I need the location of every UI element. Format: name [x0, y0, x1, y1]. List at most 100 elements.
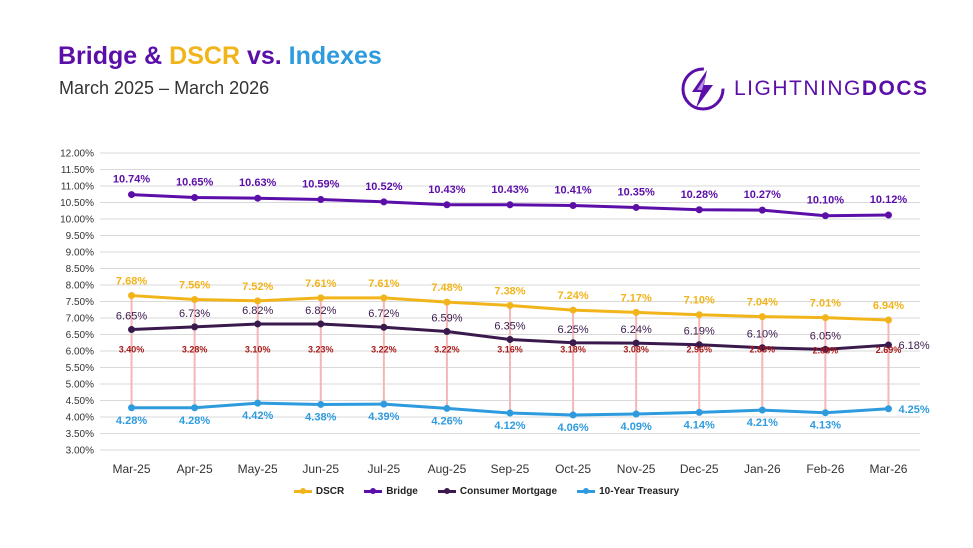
- y-tick-label: 11.00%: [61, 182, 94, 193]
- legend-swatch: [437, 488, 456, 494]
- consumer-point: [884, 341, 892, 349]
- dscr-point: [569, 306, 577, 314]
- logo-text-light: LIGHTNING: [734, 77, 862, 100]
- treasury-data-label: 4.12%: [494, 420, 525, 432]
- bridge-data-label: 10.43%: [491, 184, 529, 196]
- consumer-point: [128, 326, 136, 334]
- treasury-data-label: 4.25%: [898, 404, 929, 416]
- y-tick-label: 12.00%: [60, 149, 94, 160]
- treasury-point: [380, 400, 388, 408]
- y-tick-label: 7.50%: [66, 297, 94, 308]
- legend-swatch: [577, 488, 596, 494]
- bridge-data-label: 10.12%: [870, 194, 908, 206]
- logo-text-bold: DOCS: [861, 77, 929, 100]
- dscr-data-label: 7.04%: [747, 297, 778, 309]
- consumer-data-label: 6.19%: [684, 326, 715, 338]
- consumer-data-label: 6.72%: [368, 308, 399, 320]
- treasury-point: [758, 406, 766, 414]
- consumer-point: [569, 339, 577, 347]
- consumer-point: [380, 323, 388, 331]
- y-tick-label: 3.50%: [66, 429, 94, 440]
- legend-item-consumer: Consumer Mortgage: [437, 486, 558, 497]
- treasury-point: [821, 409, 829, 417]
- dscr-data-label: 6.94%: [873, 300, 904, 312]
- chart-subtitle: March 2025 – March 2026: [59, 78, 270, 98]
- y-tick-label: 9.00%: [66, 248, 94, 259]
- x-tick-label: Aug-25: [428, 462, 467, 476]
- spread-label: 3.23%: [308, 345, 334, 355]
- consumer-data-label: 6.73%: [179, 308, 210, 320]
- chart-title: Bridge & DSCR vs. Indexes: [58, 42, 382, 71]
- title-ampersand: &: [144, 42, 163, 70]
- consumer-data-label: 6.65%: [116, 311, 147, 323]
- bridge-point: [128, 191, 136, 199]
- treasury-data-label: 4.42%: [242, 410, 273, 422]
- bridge-data-label: 10.63%: [239, 177, 277, 189]
- treasury-data-label: 4.13%: [810, 420, 841, 432]
- bridge-point: [380, 198, 388, 206]
- dscr-point: [632, 308, 640, 316]
- dscr-point: [191, 296, 199, 304]
- consumer-point: [695, 341, 703, 349]
- treasury-point: [632, 410, 640, 418]
- dscr-point: [758, 313, 766, 321]
- y-tick-label: 11.50%: [61, 165, 94, 176]
- consumer-data-label: 6.18%: [898, 340, 929, 352]
- title-dscr: DSCR: [169, 42, 240, 70]
- treasury-data-label: 4.28%: [116, 415, 147, 427]
- legend-item-treasury: 10-Year Treasury: [577, 486, 679, 497]
- legend-label: Bridge: [386, 486, 418, 497]
- spread-label: 3.16%: [497, 345, 523, 355]
- dscr-data-label: 7.61%: [305, 278, 336, 290]
- spread-label: 3.40%: [119, 345, 145, 355]
- y-tick-label: 4.50%: [66, 396, 94, 407]
- y-tick-label: 9.50%: [66, 231, 94, 242]
- bridge-data-label: 10.35%: [617, 186, 655, 198]
- legend-label: DSCR: [315, 486, 345, 497]
- y-tick-label: 10.50%: [60, 198, 94, 209]
- chart-legend: DSCR Bridge Consumer Mortgage 10-Year Treas…: [0, 486, 973, 497]
- treasury-data-label: 4.38%: [305, 411, 336, 423]
- spread-label: 2.69%: [876, 345, 902, 355]
- consumer-data-label: 6.24%: [621, 324, 652, 336]
- x-tick-label: Jan-26: [744, 462, 781, 476]
- bridge-point: [632, 203, 640, 211]
- consumer-point: [821, 345, 829, 353]
- bridge-data-label: 10.65%: [176, 177, 214, 189]
- lightningdocs-logo: LIGHTNINGDOCS: [680, 66, 929, 112]
- dscr-point: [128, 292, 136, 300]
- consumer-point: [632, 339, 640, 347]
- treasury-data-label: 4.09%: [621, 421, 652, 433]
- x-tick-label: Jun-25: [302, 462, 339, 476]
- treasury-point: [506, 409, 514, 417]
- treasury-data-label: 4.14%: [684, 419, 715, 431]
- consumer-data-label: 6.82%: [242, 305, 273, 317]
- bridge-point: [758, 206, 766, 214]
- dscr-point: [821, 314, 829, 322]
- consumer-point: [443, 328, 451, 336]
- dscr-point: [506, 301, 514, 309]
- dscr-data-label: 7.56%: [179, 280, 210, 292]
- x-tick-label: Mar-25: [113, 462, 151, 476]
- dscr-data-label: 7.52%: [242, 281, 273, 293]
- treasury-data-label: 4.21%: [747, 417, 778, 429]
- bridge-point: [821, 212, 829, 220]
- treasury-data-label: 4.39%: [368, 411, 399, 423]
- legend-label: Consumer Mortgage: [459, 486, 558, 497]
- treasury-point: [884, 405, 892, 413]
- consumer-data-label: 6.05%: [810, 330, 841, 342]
- treasury-point: [317, 400, 325, 408]
- y-tick-label: 7.00%: [66, 314, 94, 325]
- y-tick-label: 8.00%: [66, 281, 94, 292]
- dscr-data-label: 7.10%: [684, 295, 715, 307]
- title-vs: vs.: [246, 42, 282, 70]
- spread-label: 2.83%: [750, 345, 776, 355]
- x-tick-label: Apr-25: [177, 462, 213, 476]
- consumer-point: [317, 320, 325, 328]
- treasury-point: [569, 411, 577, 419]
- consumer-data-label: 6.59%: [431, 313, 462, 325]
- dscr-data-label: 7.24%: [557, 290, 588, 302]
- treasury-point: [191, 404, 199, 412]
- legend-label: 10-Year Treasury: [599, 486, 680, 497]
